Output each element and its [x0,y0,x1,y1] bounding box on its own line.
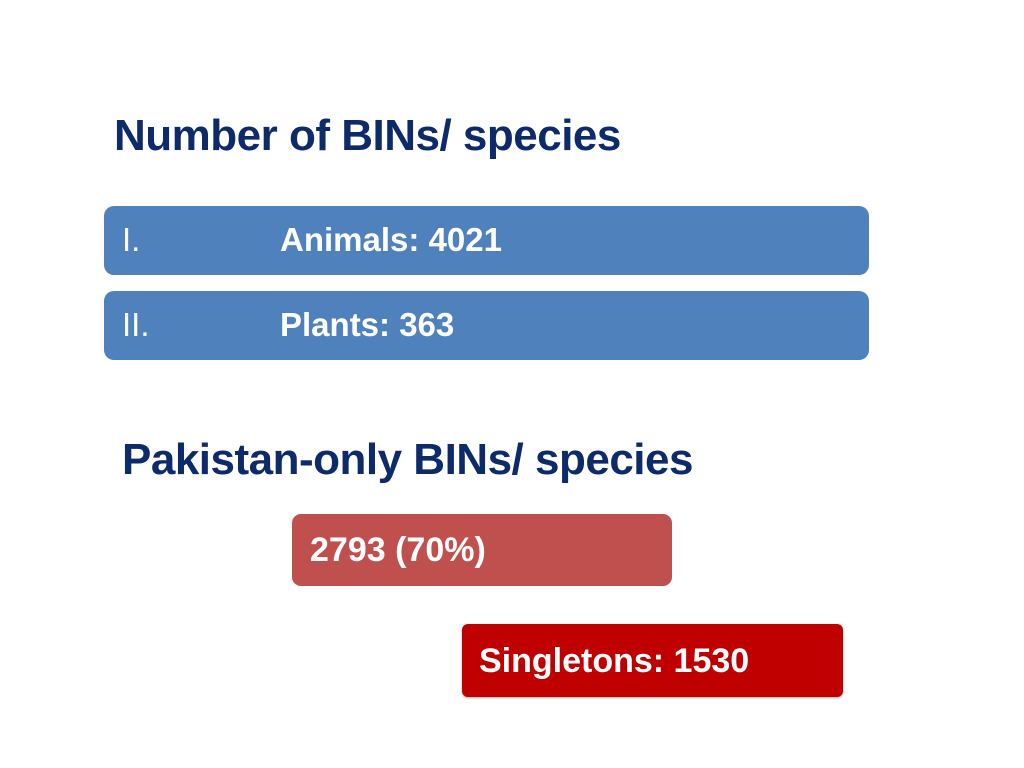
list-item-plants: II. Plants: 363 [104,291,869,360]
callout-singletons-count: Singletons: 1530 [462,624,843,697]
list-item-animals: I. Animals: 4021 [104,206,869,275]
list-item-value: Plants: 363 [280,306,455,343]
callout-pakistan-only-count: 2793 (70%) [292,514,672,586]
list-item-numeral: I. [122,221,141,258]
heading-number-of-bins: Number of BINs/ species [114,111,621,160]
heading-pakistan-only-bins: Pakistan-only BINs/ species [122,435,693,484]
list-item-numeral: II. [122,306,150,343]
list-item-value: Animals: 4021 [280,221,502,258]
